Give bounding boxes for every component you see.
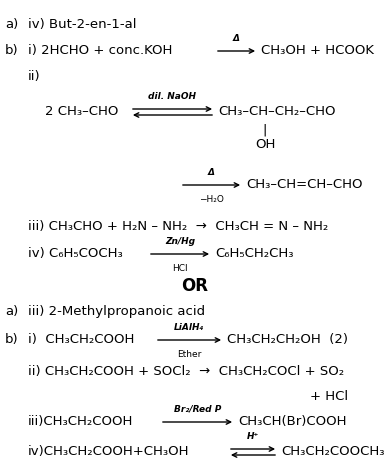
Text: OR: OR xyxy=(181,277,209,294)
Text: CH₃CH(Br)COOH: CH₃CH(Br)COOH xyxy=(238,414,346,427)
Text: CH₃–CH–CH₂–CHO: CH₃–CH–CH₂–CHO xyxy=(218,105,335,118)
Text: b): b) xyxy=(5,332,19,345)
Text: −H₂O: −H₂O xyxy=(199,195,224,204)
Text: C₆H₅CH₂CH₃: C₆H₅CH₂CH₃ xyxy=(215,247,294,259)
Text: iii) CH₃CHO + H₂N – NH₂  →  CH₃CH = N – NH₂: iii) CH₃CHO + H₂N – NH₂ → CH₃CH = N – NH… xyxy=(28,219,328,232)
Text: b): b) xyxy=(5,44,19,57)
Text: CH₃CH₂CH₂OH  (2): CH₃CH₂CH₂OH (2) xyxy=(227,332,348,345)
Text: iv)CH₃CH₂COOH+CH₃OH: iv)CH₃CH₂COOH+CH₃OH xyxy=(28,444,190,457)
Text: 2 CH₃–CHO: 2 CH₃–CHO xyxy=(45,105,119,118)
Text: OH: OH xyxy=(255,138,275,151)
Text: iv) C₆H₅COCH₃: iv) C₆H₅COCH₃ xyxy=(28,247,123,259)
Text: |: | xyxy=(263,123,267,136)
Text: iv) But-2-en-1-al: iv) But-2-en-1-al xyxy=(28,18,136,31)
Text: CH₃OH + HCOOK: CH₃OH + HCOOK xyxy=(261,44,374,57)
Text: i) 2HCHO + conc.KOH: i) 2HCHO + conc.KOH xyxy=(28,44,172,57)
Text: i)  CH₃CH₂COOH: i) CH₃CH₂COOH xyxy=(28,332,135,345)
Text: iii)CH₃CH₂COOH: iii)CH₃CH₂COOH xyxy=(28,414,133,427)
Text: ii) CH₃CH₂COOH + SOCl₂  →  CH₃CH₂COCl + SO₂: ii) CH₃CH₂COOH + SOCl₂ → CH₃CH₂COCl + SO… xyxy=(28,364,344,377)
Text: ii): ii) xyxy=(28,70,41,83)
Text: a): a) xyxy=(5,304,18,317)
Text: LiAlH₄: LiAlH₄ xyxy=(174,322,205,331)
Text: dil. NaOH: dil. NaOH xyxy=(149,92,197,101)
Text: Δ: Δ xyxy=(233,34,240,43)
Text: Br₂/Red P: Br₂/Red P xyxy=(174,404,221,413)
Text: Zn/Hg: Zn/Hg xyxy=(165,237,195,246)
Text: H⁺: H⁺ xyxy=(247,431,259,440)
Text: Δ: Δ xyxy=(208,168,215,177)
Text: CH₃–CH=CH–CHO: CH₃–CH=CH–CHO xyxy=(246,178,362,190)
Text: iii) 2-Methylpropanoic acid: iii) 2-Methylpropanoic acid xyxy=(28,304,205,317)
Text: a): a) xyxy=(5,18,18,31)
Text: + HCl: + HCl xyxy=(310,389,348,402)
Text: CH₃CH₂COOCH₃: CH₃CH₂COOCH₃ xyxy=(281,444,385,457)
Text: Ether: Ether xyxy=(177,349,202,358)
Text: HCl: HCl xyxy=(172,263,188,272)
